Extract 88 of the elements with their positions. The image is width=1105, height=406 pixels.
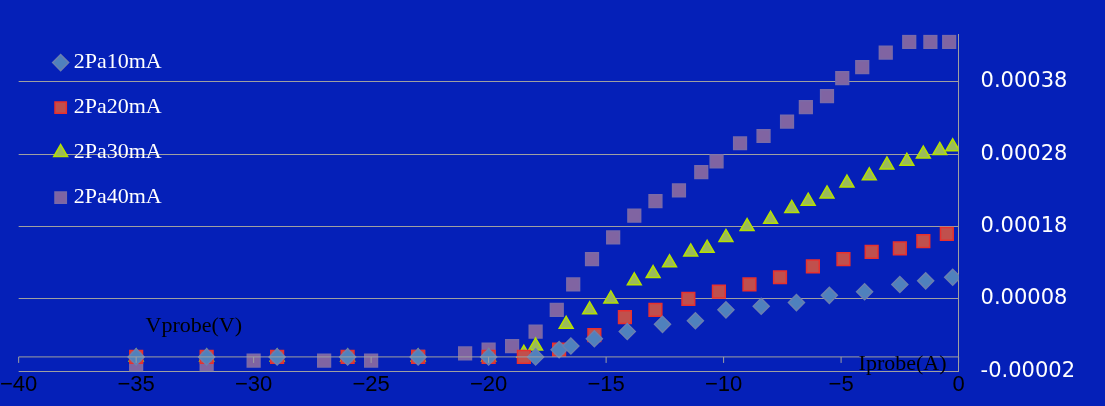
point	[603, 290, 619, 304]
point	[661, 254, 678, 268]
point	[891, 275, 909, 294]
point	[711, 284, 727, 299]
point	[585, 330, 604, 348]
x-tick-label: −15	[587, 370, 625, 396]
point	[317, 353, 332, 368]
point	[820, 286, 839, 305]
point	[626, 272, 642, 286]
point	[562, 337, 580, 355]
point	[839, 174, 855, 188]
point	[732, 136, 748, 151]
x-tick-label: −5	[828, 370, 854, 396]
x-tick-label: −10	[704, 370, 743, 396]
x-tick-label: 0	[952, 370, 965, 396]
point	[939, 226, 954, 241]
y-tick-label: 0.00028	[980, 140, 1068, 165]
point	[742, 277, 757, 292]
point	[932, 141, 948, 156]
point	[879, 156, 895, 170]
point	[584, 252, 600, 267]
point	[718, 228, 734, 243]
point	[923, 34, 938, 49]
point	[645, 264, 661, 279]
point	[892, 241, 907, 256]
point	[627, 208, 642, 223]
point	[864, 244, 879, 259]
point	[528, 324, 543, 339]
point	[681, 291, 696, 307]
point	[899, 152, 915, 167]
point	[819, 185, 835, 199]
point	[505, 338, 520, 354]
point	[606, 230, 621, 245]
point	[618, 322, 637, 341]
point	[945, 138, 959, 152]
x-tick-label: −20	[469, 370, 508, 396]
point	[915, 145, 932, 159]
point	[617, 309, 633, 325]
x-tick-label: −35	[117, 370, 155, 396]
point	[549, 302, 564, 317]
x-tick-label: −30	[234, 370, 273, 396]
y-tick-label: -0.00002	[980, 357, 1075, 382]
point	[861, 167, 877, 181]
point	[686, 311, 705, 330]
y-tick-label: 0.00008	[980, 285, 1068, 310]
point	[855, 60, 870, 75]
point	[752, 297, 770, 315]
point	[653, 315, 672, 334]
legend-label: 2Pa10mA	[73, 48, 162, 74]
point	[916, 233, 931, 249]
point	[772, 270, 788, 285]
point	[762, 210, 779, 225]
point	[756, 128, 771, 144]
point	[902, 34, 917, 49]
point	[836, 252, 851, 267]
point	[784, 199, 800, 214]
point	[942, 34, 957, 49]
point	[709, 154, 724, 169]
point	[566, 277, 581, 292]
legend-label: 2Pa20mA	[73, 93, 162, 119]
legend-label: 2Pa40mA	[73, 183, 162, 209]
point	[819, 89, 835, 104]
y-tick-label: 0.00038	[980, 68, 1068, 93]
point	[717, 301, 735, 319]
point	[878, 45, 893, 60]
point	[779, 114, 795, 129]
point	[805, 259, 821, 274]
point	[787, 293, 806, 312]
point	[581, 301, 598, 315]
point	[648, 302, 663, 317]
point	[800, 192, 816, 206]
point	[916, 272, 935, 290]
y-axis-title: Iprobe(A)	[858, 350, 947, 376]
point	[835, 70, 850, 86]
point	[671, 183, 687, 198]
point	[648, 194, 663, 209]
point	[694, 165, 709, 180]
point	[527, 337, 544, 351]
x-axis-title: Vprobe(V)	[145, 312, 243, 338]
point	[699, 239, 715, 254]
point	[855, 282, 874, 301]
x-tick-label: −40	[0, 370, 38, 396]
x-tick-label: −25	[352, 370, 390, 396]
point	[798, 99, 813, 115]
point	[739, 217, 755, 232]
y-tick-label: 0.00018	[980, 212, 1068, 237]
point	[558, 315, 574, 330]
point	[683, 243, 699, 257]
